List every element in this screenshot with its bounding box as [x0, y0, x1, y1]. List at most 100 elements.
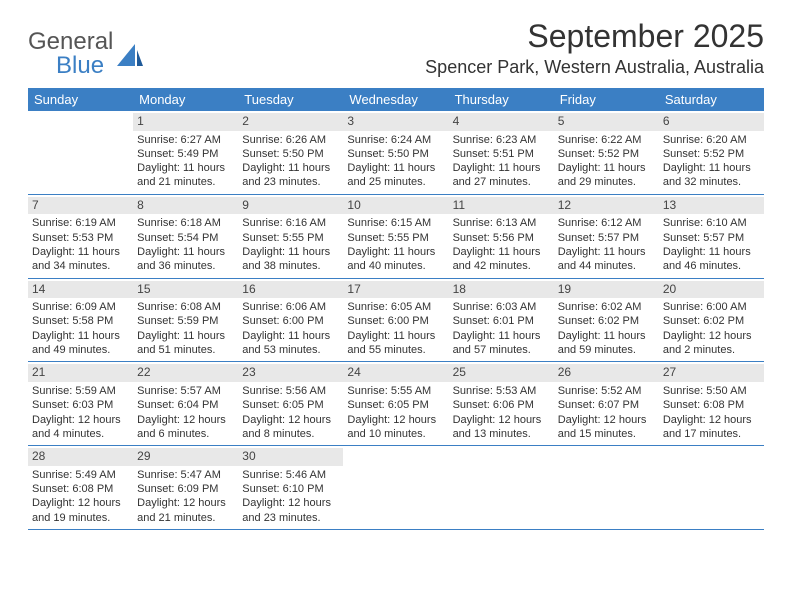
daylight-text: Daylight: 11 hours [347, 245, 444, 259]
daylight-text: and 17 minutes. [663, 427, 760, 441]
day-number: 14 [28, 281, 133, 299]
day-cell: 10Sunrise: 6:15 AMSunset: 5:55 PMDayligh… [343, 195, 448, 278]
day-cell: 30Sunrise: 5:46 AMSunset: 6:10 PMDayligh… [238, 446, 343, 529]
daylight-text: Daylight: 12 hours [137, 496, 234, 510]
sunrise-text: Sunrise: 5:59 AM [32, 384, 129, 398]
day-cell: 2 Sunrise: 6:26 AMSunset: 5:50 PMDaylight… [238, 111, 343, 194]
day-number: 18 [449, 281, 554, 299]
day-number: 21 [28, 364, 133, 382]
day-cell: 18Sunrise: 6:03 AMSunset: 6:01 PMDayligh… [449, 279, 554, 362]
day-number: 25 [449, 364, 554, 382]
sunset-text: Sunset: 6:10 PM [242, 482, 339, 496]
daylight-text: and 34 minutes. [32, 259, 129, 273]
dow-cell: Saturday [659, 88, 764, 111]
daylight-text: Daylight: 11 hours [137, 245, 234, 259]
sunset-text: Sunset: 6:06 PM [453, 398, 550, 412]
day-cell: 20Sunrise: 6:00 AMSunset: 6:02 PMDayligh… [659, 279, 764, 362]
sunrise-text: Sunrise: 6:23 AM [453, 133, 550, 147]
day-number: 15 [133, 281, 238, 299]
day-number: 28 [28, 448, 133, 466]
daylight-text: and 36 minutes. [137, 259, 234, 273]
day-cell: 15Sunrise: 6:08 AMSunset: 5:59 PMDayligh… [133, 279, 238, 362]
sunset-text: Sunset: 5:52 PM [558, 147, 655, 161]
sunset-text: Sunset: 6:02 PM [558, 314, 655, 328]
sunrise-text: Sunrise: 5:53 AM [453, 384, 550, 398]
sunrise-text: Sunrise: 6:15 AM [347, 216, 444, 230]
sunset-text: Sunset: 5:49 PM [137, 147, 234, 161]
daylight-text: Daylight: 11 hours [558, 161, 655, 175]
daylight-text: Daylight: 11 hours [347, 329, 444, 343]
daylight-text: Daylight: 11 hours [558, 329, 655, 343]
sunset-text: Sunset: 6:03 PM [32, 398, 129, 412]
sunrise-text: Sunrise: 5:56 AM [242, 384, 339, 398]
day-cell [28, 111, 133, 194]
day-cell: 27Sunrise: 5:50 AMSunset: 6:08 PMDayligh… [659, 362, 764, 445]
daylight-text: Daylight: 11 hours [242, 161, 339, 175]
daylight-text: and 49 minutes. [32, 343, 129, 357]
logo-text-sub: Blue [56, 52, 113, 80]
sunset-text: Sunset: 5:58 PM [32, 314, 129, 328]
daylight-text: Daylight: 12 hours [242, 496, 339, 510]
daylight-text: Daylight: 11 hours [453, 329, 550, 343]
day-number: 30 [238, 448, 343, 466]
calendar-page: General Blue September 2025 Spencer Park… [0, 0, 792, 540]
sunset-text: Sunset: 6:01 PM [453, 314, 550, 328]
daylight-text: and 25 minutes. [347, 175, 444, 189]
daylight-text: and 2 minutes. [663, 343, 760, 357]
daylight-text: Daylight: 12 hours [137, 413, 234, 427]
day-cell: 7Sunrise: 6:19 AMSunset: 5:53 PMDaylight… [28, 195, 133, 278]
dow-cell: Thursday [449, 88, 554, 111]
sunset-text: Sunset: 5:53 PM [32, 231, 129, 245]
day-cell: 25Sunrise: 5:53 AMSunset: 6:06 PMDayligh… [449, 362, 554, 445]
sunrise-text: Sunrise: 6:26 AM [242, 133, 339, 147]
dow-cell: Sunday [28, 88, 133, 111]
daylight-text: and 53 minutes. [242, 343, 339, 357]
day-number: 26 [554, 364, 659, 382]
day-cell: 1Sunrise: 6:27 AMSunset: 5:49 PMDaylight… [133, 111, 238, 194]
week-row: 1Sunrise: 6:27 AMSunset: 5:49 PMDaylight… [28, 111, 764, 195]
daylight-text: Daylight: 12 hours [663, 329, 760, 343]
daylight-text: and 4 minutes. [32, 427, 129, 441]
daylight-text: Daylight: 12 hours [663, 413, 760, 427]
title-block: September 2025 Spencer Park, Western Aus… [425, 18, 764, 78]
daylight-text: Daylight: 11 hours [558, 245, 655, 259]
daylight-text: Daylight: 11 hours [663, 245, 760, 259]
daylight-text: and 46 minutes. [663, 259, 760, 273]
day-cell [659, 446, 764, 529]
sunset-text: Sunset: 6:08 PM [663, 398, 760, 412]
day-number: 11 [449, 197, 554, 215]
daylight-text: and 51 minutes. [137, 343, 234, 357]
sunset-text: Sunset: 6:02 PM [663, 314, 760, 328]
sunrise-text: Sunrise: 5:49 AM [32, 468, 129, 482]
daylight-text: and 21 minutes. [137, 511, 234, 525]
sunset-text: Sunset: 5:51 PM [453, 147, 550, 161]
daylight-text: Daylight: 11 hours [347, 161, 444, 175]
daylight-text: Daylight: 11 hours [663, 161, 760, 175]
sunrise-text: Sunrise: 6:05 AM [347, 300, 444, 314]
day-cell [343, 446, 448, 529]
location-subtitle: Spencer Park, Western Australia, Austral… [425, 57, 764, 78]
sunrise-text: Sunrise: 5:52 AM [558, 384, 655, 398]
day-cell: 11Sunrise: 6:13 AMSunset: 5:56 PMDayligh… [449, 195, 554, 278]
daylight-text: and 21 minutes. [137, 175, 234, 189]
daylight-text: Daylight: 12 hours [347, 413, 444, 427]
sunrise-text: Sunrise: 5:47 AM [137, 468, 234, 482]
sunset-text: Sunset: 5:52 PM [663, 147, 760, 161]
sunrise-text: Sunrise: 6:18 AM [137, 216, 234, 230]
daylight-text: and 55 minutes. [347, 343, 444, 357]
sunset-text: Sunset: 5:50 PM [242, 147, 339, 161]
sunset-text: Sunset: 6:05 PM [242, 398, 339, 412]
week-row: 28Sunrise: 5:49 AMSunset: 6:08 PMDayligh… [28, 446, 764, 530]
daylight-text: and 32 minutes. [663, 175, 760, 189]
day-number: 2 [238, 113, 343, 131]
daylight-text: Daylight: 12 hours [32, 496, 129, 510]
sunset-text: Sunset: 5:56 PM [453, 231, 550, 245]
sunset-text: Sunset: 6:08 PM [32, 482, 129, 496]
week-row: 21Sunrise: 5:59 AMSunset: 6:03 PMDayligh… [28, 362, 764, 446]
daylight-text: and 19 minutes. [32, 511, 129, 525]
daylight-text: and 29 minutes. [558, 175, 655, 189]
day-number: 7 [28, 197, 133, 215]
daylight-text: Daylight: 12 hours [32, 413, 129, 427]
sunrise-text: Sunrise: 6:13 AM [453, 216, 550, 230]
daylight-text: and 6 minutes. [137, 427, 234, 441]
